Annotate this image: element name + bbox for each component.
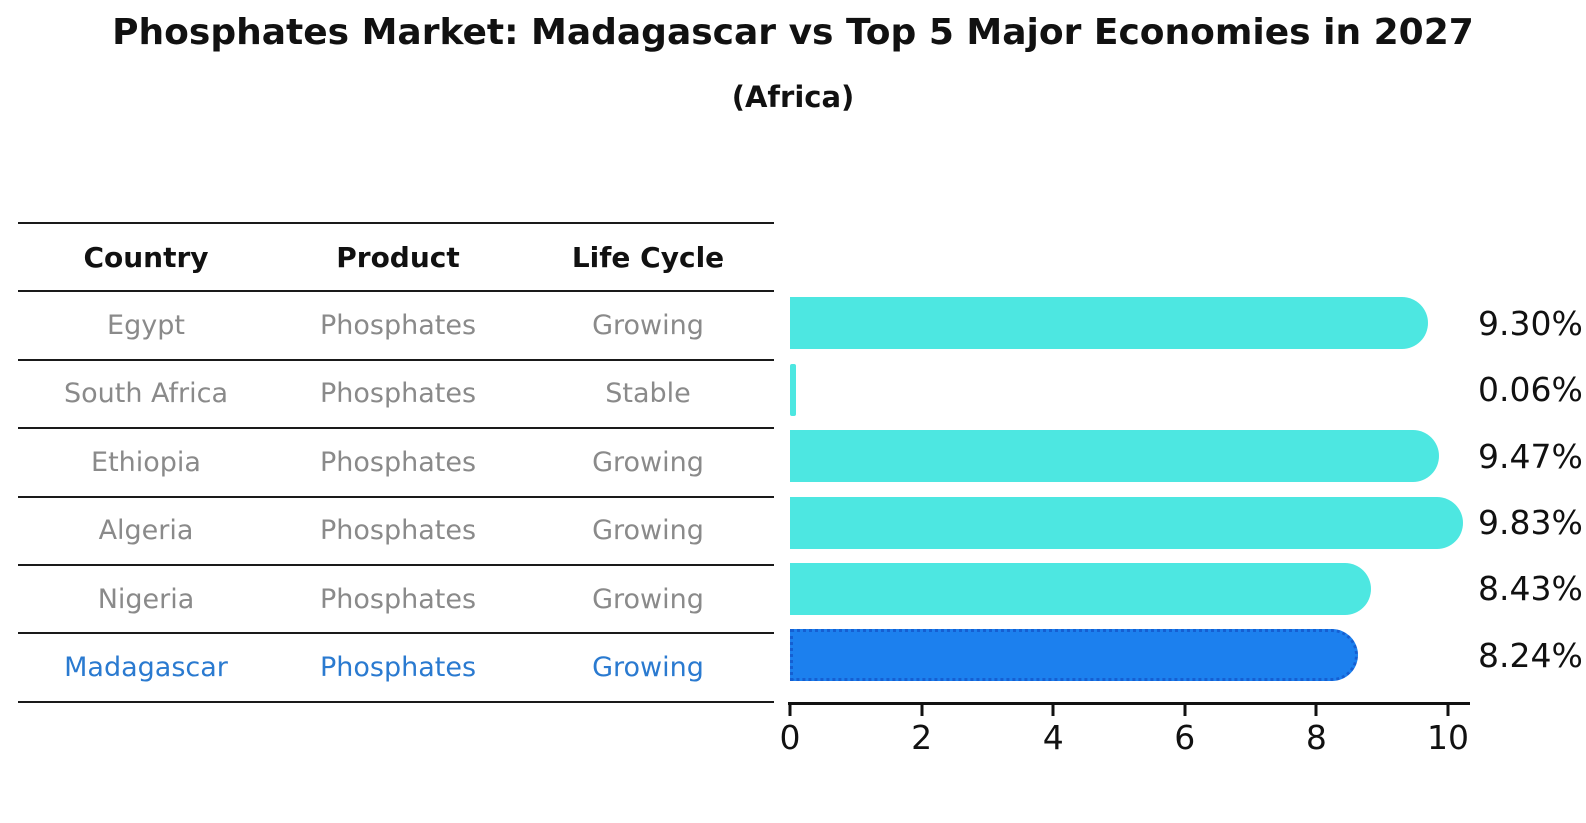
x-tick-label: 4 bbox=[1042, 718, 1064, 757]
cell-life-cycle: Stable bbox=[605, 378, 691, 410]
table-row-south-africa: South Africa Phosphates Stable bbox=[18, 361, 774, 430]
cell-product: Phosphates bbox=[319, 652, 477, 684]
cell-product: Phosphates bbox=[319, 583, 477, 615]
bar-row bbox=[790, 556, 1490, 622]
x-axis-line bbox=[788, 702, 1470, 705]
x-tick bbox=[1314, 705, 1318, 716]
bar-ethiopia bbox=[790, 430, 1440, 483]
bar-value-label: 8.24% bbox=[1478, 635, 1583, 675]
table-row-algeria: Algeria Phosphates Growing bbox=[18, 498, 774, 566]
x-tick-label: 2 bbox=[911, 718, 933, 757]
cell-product: Phosphates bbox=[319, 310, 477, 342]
table-row-madagascar: Madagascar Phosphates Growing bbox=[18, 634, 774, 703]
bar-row bbox=[790, 622, 1490, 688]
cell-country: Egypt bbox=[107, 310, 185, 342]
cell-life-cycle: Growing bbox=[592, 446, 704, 478]
cell-life-cycle: Growing bbox=[592, 515, 704, 547]
x-axis: 0 2 4 6 8 10 bbox=[780, 705, 1472, 765]
bar-row bbox=[790, 423, 1490, 489]
x-tick bbox=[1183, 705, 1187, 716]
bar-value-label: 9.83% bbox=[1478, 503, 1583, 543]
bar-value-label: 8.43% bbox=[1478, 569, 1583, 609]
x-tick-label: 10 bbox=[1427, 718, 1469, 757]
cell-country: South Africa bbox=[63, 378, 229, 410]
bar-south-africa bbox=[790, 363, 796, 416]
bar-value-label: 9.30% bbox=[1478, 303, 1583, 343]
bar-algeria bbox=[790, 496, 1463, 549]
bar-value-label: 9.47% bbox=[1478, 436, 1583, 476]
cell-life-cycle: Growing bbox=[592, 310, 704, 342]
bar-value-label: 0.06% bbox=[1478, 370, 1583, 410]
cell-product: Phosphates bbox=[319, 378, 477, 410]
x-tick bbox=[788, 705, 792, 716]
table-header-product: Product bbox=[336, 240, 460, 274]
x-tick-label: 6 bbox=[1174, 718, 1196, 757]
bar-madagascar bbox=[790, 629, 1359, 682]
table-row-egypt: Egypt Phosphates Growing bbox=[18, 292, 774, 361]
cell-product: Phosphates bbox=[319, 515, 477, 547]
bar-egypt bbox=[790, 297, 1428, 350]
comparison-table: Country Product Life Cycle Egypt Phosphates G… bbox=[18, 222, 774, 703]
bar-row bbox=[790, 489, 1490, 555]
x-tick-label: 8 bbox=[1305, 718, 1327, 757]
bar-chart bbox=[790, 290, 1490, 689]
chart-title: Phosphates Market: Madagascar vs Top 5 M… bbox=[112, 12, 1474, 53]
cell-life-cycle: Growing bbox=[592, 652, 704, 684]
bar-row bbox=[790, 290, 1490, 356]
table-header-country: Country bbox=[83, 240, 209, 274]
table-row-nigeria: Nigeria Phosphates Growing bbox=[18, 566, 774, 635]
x-tick bbox=[1051, 705, 1055, 716]
x-tick bbox=[1446, 705, 1450, 716]
cell-country: Algeria bbox=[98, 515, 194, 547]
table-header-row: Country Product Life Cycle bbox=[18, 224, 774, 293]
cell-country: Madagascar bbox=[64, 652, 228, 684]
x-tick bbox=[920, 705, 924, 716]
cell-product: Phosphates bbox=[319, 446, 477, 478]
bar-nigeria bbox=[790, 562, 1371, 615]
value-labels: 9.30% 0.06% 9.47% 9.83% 8.43% 8.24% bbox=[1478, 290, 1583, 689]
table-header-life-cycle: Life Cycle bbox=[571, 240, 725, 274]
table-row-ethiopia: Ethiopia Phosphates Growing bbox=[18, 429, 774, 498]
x-tick-label: 0 bbox=[779, 718, 801, 757]
cell-country: Ethiopia bbox=[91, 446, 201, 478]
chart-subtitle: (Africa) bbox=[731, 80, 855, 114]
bar-row bbox=[790, 356, 1490, 422]
cell-country: Nigeria bbox=[97, 583, 195, 615]
cell-life-cycle: Growing bbox=[592, 583, 704, 615]
